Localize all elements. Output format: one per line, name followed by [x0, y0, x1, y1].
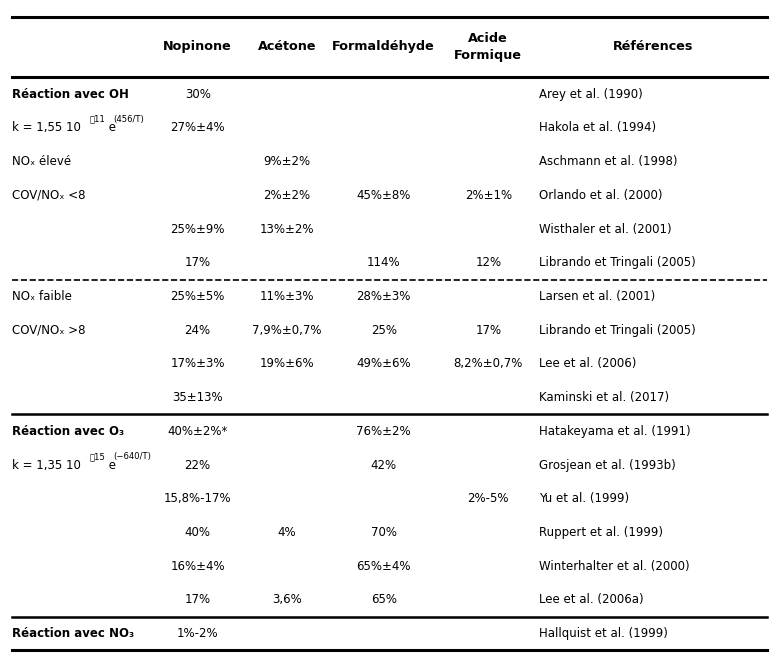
Text: 70%: 70%	[370, 526, 397, 539]
Text: Acide
Formique: Acide Formique	[454, 32, 522, 62]
Text: 17%: 17%	[184, 256, 211, 269]
Text: 4%: 4%	[277, 526, 296, 539]
Text: Réaction avec O₃: Réaction avec O₃	[12, 425, 124, 438]
Text: 1%-2%: 1%-2%	[177, 627, 219, 640]
Text: NOₓ élevé: NOₓ élevé	[12, 155, 71, 168]
Text: 22%: 22%	[184, 459, 211, 471]
Text: 25%±9%: 25%±9%	[170, 223, 225, 235]
Text: 24%: 24%	[184, 324, 211, 336]
Text: Hakola et al. (1994): Hakola et al. (1994)	[539, 122, 656, 134]
Text: 2%-5%: 2%-5%	[467, 492, 509, 505]
Text: 76%±2%: 76%±2%	[356, 425, 411, 438]
Text: e: e	[105, 122, 116, 134]
Text: 40%: 40%	[184, 526, 211, 539]
Text: 15,8%-17%: 15,8%-17%	[164, 492, 232, 505]
Text: 40%±2%*: 40%±2%*	[167, 425, 228, 438]
Text: Librando et Tringali (2005): Librando et Tringali (2005)	[539, 324, 695, 336]
Text: Kaminski et al. (2017): Kaminski et al. (2017)	[539, 391, 669, 404]
Text: Arey et al. (1990): Arey et al. (1990)	[539, 88, 642, 100]
Text: Nopinone: Nopinone	[164, 40, 232, 54]
Text: Librando et Tringali (2005): Librando et Tringali (2005)	[539, 256, 695, 269]
Text: Aschmann et al. (1998): Aschmann et al. (1998)	[539, 155, 677, 168]
Text: 28%±3%: 28%±3%	[356, 290, 411, 303]
Text: 3,6%: 3,6%	[272, 594, 301, 606]
Text: 16%±4%: 16%±4%	[170, 560, 225, 572]
Text: Acétone: Acétone	[257, 40, 316, 54]
Text: Orlando et al. (2000): Orlando et al. (2000)	[539, 189, 662, 202]
Text: Lee et al. (2006): Lee et al. (2006)	[539, 358, 636, 370]
Text: Yu et al. (1999): Yu et al. (1999)	[539, 492, 629, 505]
Text: 19%±6%: 19%±6%	[260, 358, 314, 370]
Text: 17%: 17%	[475, 324, 501, 336]
Text: Réaction avec NO₃: Réaction avec NO₃	[12, 627, 134, 640]
Text: 9%±2%: 9%±2%	[264, 155, 310, 168]
Text: Hallquist et al. (1999): Hallquist et al. (1999)	[539, 627, 667, 640]
Text: Hatakeyama et al. (1991): Hatakeyama et al. (1991)	[539, 425, 691, 438]
Text: Références: Références	[613, 40, 693, 54]
Text: 7,9%±0,7%: 7,9%±0,7%	[252, 324, 322, 336]
Text: 65%±4%: 65%±4%	[356, 560, 411, 572]
Text: Réaction avec OH: Réaction avec OH	[12, 88, 129, 100]
Text: ⁲15: ⁲15	[89, 452, 105, 461]
Text: 65%: 65%	[370, 594, 397, 606]
Text: 30%: 30%	[184, 88, 211, 100]
Text: COV/NOₓ >8: COV/NOₓ >8	[12, 324, 85, 336]
Text: Grosjean et al. (1993b): Grosjean et al. (1993b)	[539, 459, 675, 471]
Text: 12%: 12%	[475, 256, 501, 269]
Text: 25%: 25%	[370, 324, 397, 336]
Text: Formaldéhyde: Formaldéhyde	[332, 40, 435, 54]
Text: COV/NOₓ <8: COV/NOₓ <8	[12, 189, 85, 202]
Text: 13%±2%: 13%±2%	[260, 223, 314, 235]
Text: (456/T): (456/T)	[113, 115, 144, 124]
Text: 8,2%±0,7%: 8,2%±0,7%	[453, 358, 523, 370]
Text: 2%±2%: 2%±2%	[264, 189, 310, 202]
Text: Ruppert et al. (1999): Ruppert et al. (1999)	[539, 526, 663, 539]
Text: 35±13%: 35±13%	[172, 391, 223, 404]
Text: 45%±8%: 45%±8%	[356, 189, 411, 202]
Text: 27%±4%: 27%±4%	[170, 122, 225, 134]
Text: 49%±6%: 49%±6%	[356, 358, 411, 370]
Text: k = 1,55 10: k = 1,55 10	[12, 122, 81, 134]
Text: Lee et al. (2006a): Lee et al. (2006a)	[539, 594, 643, 606]
Text: Larsen et al. (2001): Larsen et al. (2001)	[539, 290, 655, 303]
Text: 42%: 42%	[370, 459, 397, 471]
Text: Winterhalter et al. (2000): Winterhalter et al. (2000)	[539, 560, 689, 572]
Text: e: e	[105, 459, 116, 471]
Text: 17%±3%: 17%±3%	[170, 358, 225, 370]
Text: (−640/T): (−640/T)	[113, 452, 151, 461]
Text: 17%: 17%	[184, 594, 211, 606]
Text: 2%±1%: 2%±1%	[465, 189, 512, 202]
Text: 25%±5%: 25%±5%	[170, 290, 225, 303]
Text: Wisthaler et al. (2001): Wisthaler et al. (2001)	[539, 223, 671, 235]
Text: 11%±3%: 11%±3%	[260, 290, 314, 303]
Text: 114%: 114%	[367, 256, 401, 269]
Text: NOₓ faible: NOₓ faible	[12, 290, 71, 303]
Text: ⁲11: ⁲11	[89, 115, 105, 124]
Text: k = 1,35 10: k = 1,35 10	[12, 459, 81, 471]
